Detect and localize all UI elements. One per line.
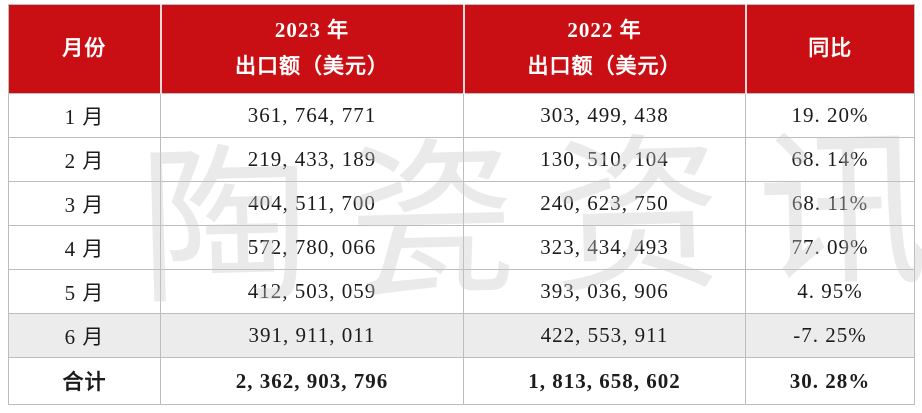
export-2022-cell: 240, 623, 750: [463, 181, 746, 226]
total-yoy-cell: 30. 28%: [745, 357, 915, 405]
year-2023-label: 2023 年: [274, 18, 350, 43]
col-header-2023-export: 2023 年 出口额（美元）: [159, 4, 464, 94]
table-row: 5 月 412, 503, 059 393, 036, 906 4. 95%: [8, 269, 915, 314]
yoy-cell: 19. 20%: [745, 93, 915, 138]
total-export-2023-cell: 2, 362, 903, 796: [160, 357, 464, 405]
table-row: 3 月 404, 511, 700 240, 623, 750 68. 11%: [8, 181, 915, 226]
export-2023-cell: 391, 911, 011: [160, 313, 464, 358]
month-cell: 2 月: [8, 137, 161, 182]
export-2022-cell: 393, 036, 906: [463, 269, 746, 314]
month-cell: 4 月: [8, 225, 161, 270]
month-header-label: 月份: [62, 36, 107, 61]
export-table: 月份 2023 年 出口额（美元） 2022 年 出口额（美元） 同比 1 月 …: [8, 4, 915, 405]
year-2022-label: 2022 年: [567, 18, 642, 43]
yoy-cell: 77. 09%: [745, 225, 915, 270]
export-2022-cell: 323, 434, 493: [463, 225, 746, 270]
yoy-cell: 68. 14%: [745, 137, 915, 182]
col-header-2022-export: 2022 年 出口额（美元）: [462, 4, 746, 94]
month-cell: 3 月: [8, 181, 161, 226]
table-row: 6 月 391, 911, 011 422, 553, 911 -7. 25%: [8, 313, 915, 358]
export-2023-cell: 404, 511, 700: [160, 181, 464, 226]
table-row: 1 月 361, 764, 771 303, 499, 438 19. 20%: [8, 93, 915, 138]
export-2023-cell: 361, 764, 771: [160, 93, 464, 138]
export-2022-cell: 422, 553, 911: [463, 313, 746, 358]
export-2023-cell: 219, 433, 189: [160, 137, 464, 182]
export-2022-cell: 130, 510, 104: [463, 137, 746, 182]
yoy-header-label: 同比: [808, 36, 853, 61]
table-row: 4 月 572, 780, 066 323, 434, 493 77. 09%: [8, 225, 915, 270]
yoy-cell: 4. 95%: [745, 269, 915, 314]
month-cell: 5 月: [8, 269, 161, 314]
export-usd-label-2023: 出口额（美元）: [235, 54, 389, 78]
export-2023-cell: 572, 780, 066: [160, 225, 464, 270]
header-row: 月份 2023 年 出口额（美元） 2022 年 出口额（美元） 同比: [8, 4, 915, 94]
total-export-2022-cell: 1, 813, 658, 602: [463, 357, 746, 405]
total-label-cell: 合计: [8, 357, 161, 405]
yoy-cell: -7. 25%: [745, 313, 915, 358]
yoy-cell: 68. 11%: [745, 181, 915, 226]
table-row: 2 月 219, 433, 189 130, 510, 104 68. 14%: [8, 137, 915, 182]
month-cell: 1 月: [8, 93, 161, 138]
export-usd-label-2022: 出口额（美元）: [527, 54, 682, 78]
month-cell: 6 月: [8, 313, 161, 358]
export-2022-cell: 303, 499, 438: [463, 93, 746, 138]
col-header-month: 月份: [8, 4, 161, 94]
export-2023-cell: 412, 503, 059: [160, 269, 464, 314]
col-header-yoy: 同比: [744, 4, 915, 94]
total-row: 合计 2, 362, 903, 796 1, 813, 658, 602 30.…: [8, 357, 915, 405]
